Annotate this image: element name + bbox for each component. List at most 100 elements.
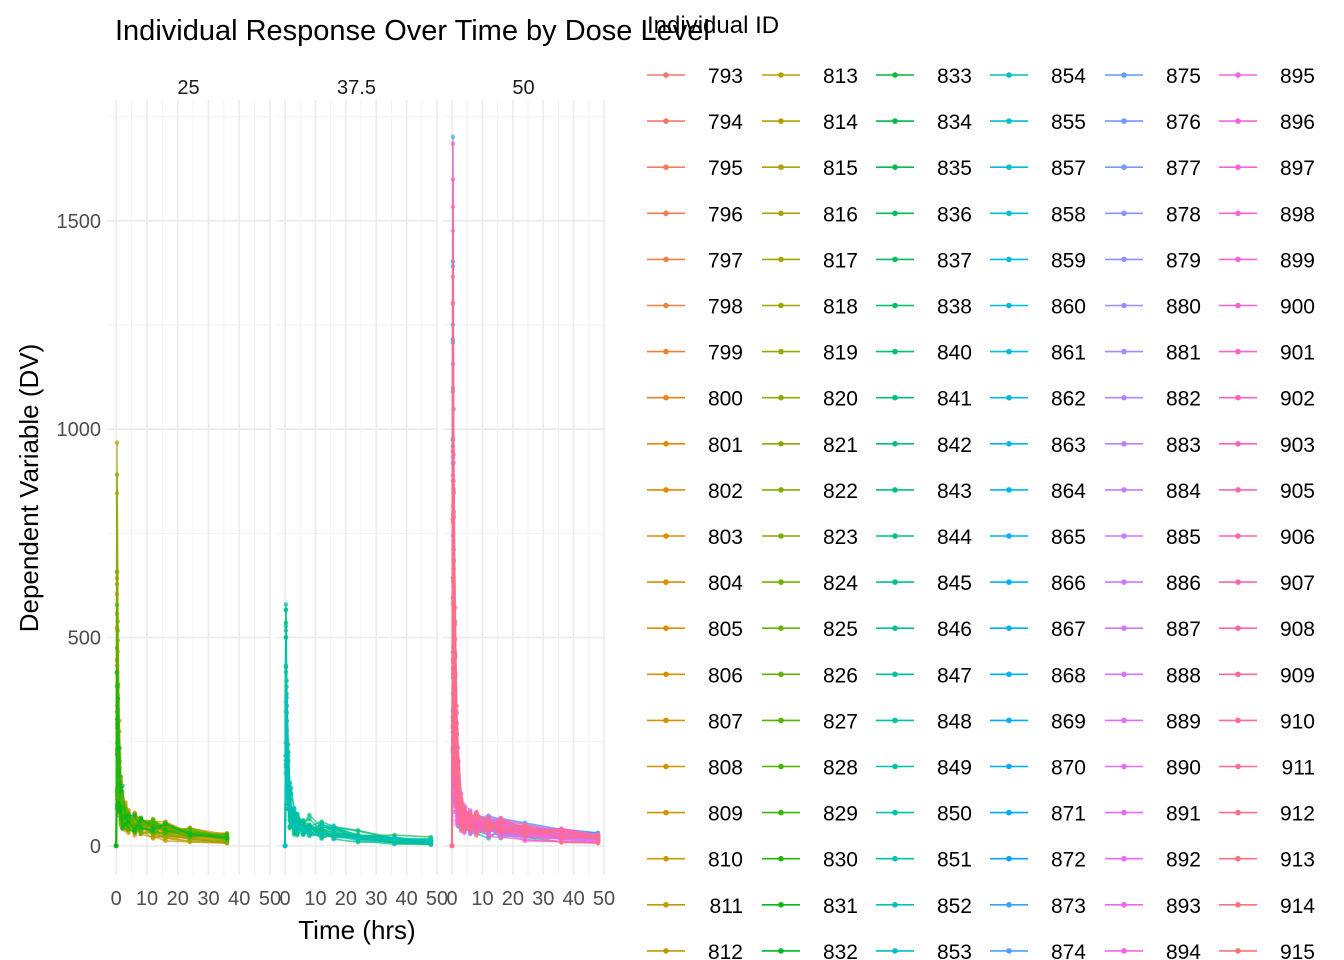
legend-item: 841 <box>876 388 972 411</box>
legend-key-point <box>892 763 898 770</box>
legend-label: 908 <box>1280 618 1315 641</box>
legend-key-point <box>892 809 898 816</box>
legend-item: 799 <box>647 342 743 365</box>
legend-item: 800 <box>647 388 743 411</box>
data-point <box>486 815 491 821</box>
series-line <box>284 630 431 846</box>
data-point <box>163 827 168 833</box>
legend-label: 841 <box>937 388 972 411</box>
legend-label: 893 <box>1166 895 1201 918</box>
legend-item: 793 <box>647 65 743 88</box>
legend-item: 816 <box>762 203 858 226</box>
legend-item: 864 <box>990 480 1086 503</box>
legend-label: 865 <box>1051 526 1086 549</box>
data-point <box>319 835 324 840</box>
legend-label: 868 <box>1051 664 1086 687</box>
legend-label: 902 <box>1280 388 1315 411</box>
legend-label: 871 <box>1051 803 1086 826</box>
legend-item: 881 <box>1105 342 1201 365</box>
legend-item: 910 <box>1219 710 1315 733</box>
legend-item: 818 <box>762 296 858 319</box>
legend-key-point <box>778 855 784 862</box>
data-point <box>452 725 458 731</box>
legend-item: 843 <box>876 480 972 503</box>
legend-label: 814 <box>823 111 858 134</box>
facet-label: 37.5 <box>337 77 376 99</box>
legend-item: 866 <box>990 572 1086 595</box>
legend-label: 819 <box>823 342 858 365</box>
series-line <box>451 446 598 846</box>
legend-item: 861 <box>990 342 1086 365</box>
legend-label: 855 <box>1051 111 1086 134</box>
data-point <box>126 813 131 819</box>
legend-item: 826 <box>762 664 858 687</box>
legend-key-point <box>892 441 898 447</box>
x-tick-label: 20 <box>502 888 524 910</box>
data-point <box>474 833 479 838</box>
legend-label: 909 <box>1280 664 1315 687</box>
legend-key-point <box>1006 855 1012 862</box>
y-axis-title: Dependent Variable (DV) <box>14 344 44 633</box>
series-line <box>451 577 598 846</box>
legend-item: 914 <box>1219 895 1315 918</box>
data-point <box>282 843 288 849</box>
legend-item: 879 <box>1105 249 1201 272</box>
legend-item: 909 <box>1219 664 1315 687</box>
legend-label: 890 <box>1166 757 1201 780</box>
legend-key-point <box>1006 948 1012 954</box>
data-point <box>450 448 456 453</box>
legend-label: 898 <box>1280 203 1315 226</box>
series-line <box>451 580 598 846</box>
series-line <box>451 363 598 846</box>
legend-key-point <box>1006 72 1012 78</box>
legend-key-point <box>778 441 784 447</box>
data-point <box>559 840 564 845</box>
data-point <box>114 472 120 477</box>
data-point <box>559 828 564 834</box>
data-point <box>450 134 456 140</box>
legend-key-point <box>1121 855 1127 862</box>
series-line <box>115 571 228 846</box>
legend-item: 892 <box>1105 849 1201 872</box>
legend-item: 915 <box>1219 941 1315 960</box>
chart-title: Individual Response Over Time by Dose Le… <box>115 15 710 47</box>
legend-key-point <box>1121 487 1127 493</box>
legend-label: 889 <box>1166 710 1201 733</box>
data-point <box>486 822 491 828</box>
legend-label: 843 <box>937 480 972 503</box>
legend-item: 804 <box>647 572 743 595</box>
legend-key-point <box>1121 118 1127 124</box>
data-point <box>283 624 289 629</box>
data-point <box>150 818 156 823</box>
legend-label: 891 <box>1166 803 1201 826</box>
data-point <box>319 823 324 828</box>
legend-item: 901 <box>1219 342 1315 365</box>
data-point <box>295 811 300 817</box>
data-point <box>117 745 122 751</box>
legend-key-point <box>778 118 784 124</box>
legend-key-point <box>892 487 898 493</box>
legend-label: 876 <box>1166 111 1201 134</box>
legend-key-point <box>1006 164 1012 170</box>
series-line <box>451 388 599 846</box>
legend-item: 834 <box>876 111 972 134</box>
legend-key-point <box>1006 487 1012 493</box>
legend-label: 845 <box>937 572 972 595</box>
data-point <box>123 821 128 827</box>
legend-label: 821 <box>823 434 858 457</box>
legend-key-point <box>1121 72 1127 78</box>
legend-label: 899 <box>1280 249 1315 272</box>
legend-label: 861 <box>1051 342 1086 365</box>
legend-item: 888 <box>1105 664 1201 687</box>
data-point <box>126 826 131 832</box>
legend-item: 853 <box>876 941 972 960</box>
legend-label: 822 <box>823 480 858 503</box>
facet-label: 50 <box>512 77 534 99</box>
series-line <box>451 339 598 846</box>
x-tick-label: 40 <box>395 888 417 910</box>
legend-item: 831 <box>762 895 858 918</box>
legend-key-point <box>663 625 669 631</box>
legend-label: 883 <box>1166 434 1201 457</box>
legend-label: 833 <box>937 65 972 88</box>
